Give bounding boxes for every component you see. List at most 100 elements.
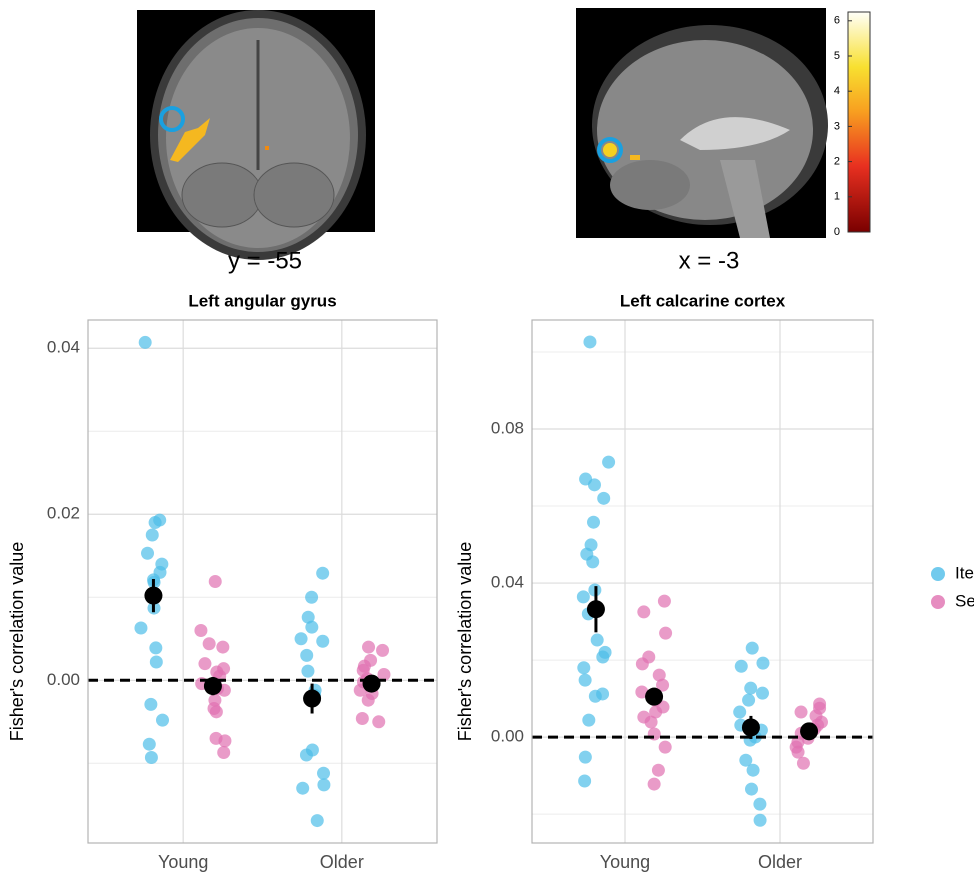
mean-point [144,587,162,605]
data-point [376,644,389,657]
mean-point [800,722,818,740]
data-point [356,712,369,725]
data-point [149,516,162,529]
data-point [305,621,318,634]
y-tick-label: 0.04 [47,338,80,357]
data-point [578,774,591,787]
mean-point [742,718,760,736]
data-point [648,778,661,791]
data-point [742,694,755,707]
data-point [134,621,147,634]
data-point [756,657,769,670]
figure: y = -55 x = -3 01234560.000.020.04YoungO… [0,0,974,877]
data-point [597,492,610,505]
data-point [305,591,318,604]
legend-marker [931,567,945,581]
data-point [209,575,222,588]
y-tick-label: 0.04 [491,573,524,592]
data-point [652,764,665,777]
data-point [218,734,231,747]
colorbar-tick-label: 6 [834,15,840,27]
data-point [792,746,805,759]
y-tick-label: 0.00 [47,670,80,689]
panel-border [532,320,873,843]
colorbar-tick-label: 1 [834,191,840,203]
mean-point [363,675,381,693]
image-label: y = -55 [228,247,302,274]
data-point [589,690,602,703]
y-tick-label: 0.00 [491,727,524,746]
data-point [146,529,159,542]
data-point [145,751,158,764]
data-point [754,814,767,827]
data-point [745,783,758,796]
data-point [139,336,152,349]
data-point [203,637,216,650]
data-point [141,547,154,560]
data-point [300,649,313,662]
data-point [588,478,601,491]
data-point [579,751,592,764]
data-point [795,706,808,719]
data-point [317,767,330,780]
data-point [194,624,207,637]
data-point [150,656,163,669]
data-point [733,706,746,719]
y-tick-label: 0.02 [47,504,80,523]
data-point [316,567,329,580]
coronal-image [137,10,375,260]
data-point [744,682,757,695]
colorbar-tick-label: 4 [834,85,840,97]
colorbar-tick-label: 0 [834,226,840,238]
data-point [756,687,769,700]
data-point [311,814,324,827]
colorbar-tick-label: 3 [834,120,840,132]
data-point [596,650,609,663]
data-point [735,660,748,673]
data-point [301,665,314,678]
data-point [362,694,375,707]
x-tick-label: Older [320,852,364,872]
x-tick-label: Young [158,852,208,872]
data-point [591,634,604,647]
legend-label: Item [955,563,974,582]
mean-point [303,690,321,708]
image-label: x = -3 [679,247,740,274]
data-point [149,641,162,654]
data-point [316,635,329,648]
mean-point [645,688,663,706]
y-tick-label: 0.08 [491,418,524,437]
data-point [753,798,766,811]
data-point [659,741,672,754]
data-point [295,632,308,645]
colorbar-tick-label: 2 [834,156,840,168]
data-point [659,627,672,640]
data-point [577,590,590,603]
mean-point [204,677,222,695]
data-point [210,705,223,718]
data-point [645,716,658,729]
legend-marker [931,595,945,609]
data-point [797,757,810,770]
data-point [637,605,650,618]
y-axis-label: Fisher's correlation value [7,542,27,742]
x-tick-label: Older [758,852,802,872]
y-axis-label: Fisher's correlation value [455,542,475,742]
colorbar [848,12,870,232]
data-point [143,738,156,751]
data-point [217,746,230,759]
data-point [602,456,615,469]
data-point [317,778,330,791]
data-point [636,657,649,670]
data-point [579,674,592,687]
data-point [296,782,309,795]
chart-title: Left angular gyrus [188,291,336,310]
data-point [198,657,211,670]
data-point [586,555,599,568]
data-point [156,714,169,727]
data-point [587,516,600,529]
x-tick-label: Young [600,852,650,872]
panel-border [88,320,437,843]
data-point [300,749,313,762]
data-point [372,715,385,728]
